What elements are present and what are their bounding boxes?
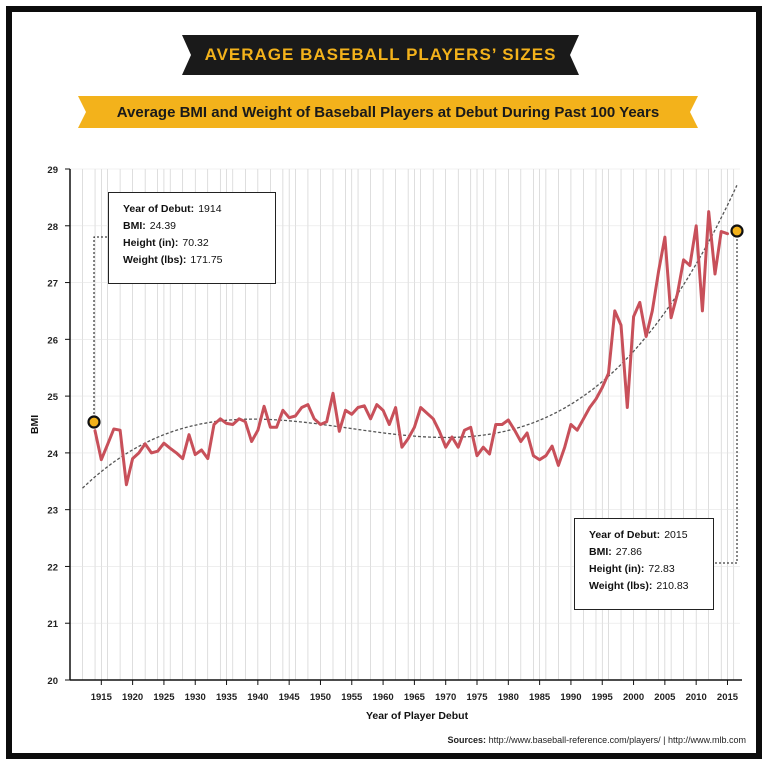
sources-note: Sources: http://www.baseball-reference.c… xyxy=(448,735,746,745)
x-axis-title: Year of Player Debut xyxy=(366,710,469,722)
callout-label: Height (in): xyxy=(589,563,645,575)
x-tick-label: 1960 xyxy=(373,692,394,703)
x-tick-label: 1945 xyxy=(279,692,301,703)
y-tick-label: 27 xyxy=(47,279,58,290)
x-tick-label: 1920 xyxy=(122,692,143,703)
subtitle-banner: Average BMI and Weight of Baseball Playe… xyxy=(78,96,698,128)
x-tick-label: 1935 xyxy=(216,692,238,703)
main-title: AVERAGE BASEBALL PLAYERS’ SIZES xyxy=(204,45,557,64)
y-tick-label: 20 xyxy=(47,676,58,687)
callout-2015-year-row: Year of Debut: 2015 xyxy=(589,527,699,544)
y-tick-label: 26 xyxy=(47,335,58,346)
x-tick-label: 1955 xyxy=(341,692,363,703)
x-tick-label: 2005 xyxy=(654,692,676,703)
x-tick-label: 2000 xyxy=(623,692,644,703)
chart-frame xyxy=(6,6,762,759)
callout-1914-weight-row: Weight (lbs): 171.75 xyxy=(123,252,261,269)
x-tick-label: 1970 xyxy=(435,692,456,703)
callout-value: 171.75 xyxy=(190,254,223,266)
callout-value: 70.32 xyxy=(182,237,209,249)
x-tick-label: 2010 xyxy=(686,692,707,703)
y-tick-label: 29 xyxy=(47,165,58,176)
callout-value: 24.39 xyxy=(149,220,177,232)
callout-label: BMI: xyxy=(123,220,146,232)
callout-2015-height-row: Height (in): 72.83 xyxy=(589,561,699,578)
callout-2015-bmi-row: BMI: 27.86 xyxy=(589,544,699,561)
subtitle: Average BMI and Weight of Baseball Playe… xyxy=(116,103,660,121)
x-tick-label: 1990 xyxy=(560,692,581,703)
y-tick-label: 21 xyxy=(47,619,58,630)
y-tick-label: 24 xyxy=(47,449,58,460)
callout-1914-leader xyxy=(93,236,108,422)
callout-1914: Year of Debut: 1914 BMI: 24.39 Height (in)… xyxy=(108,192,276,284)
callout-value: 2015 xyxy=(664,529,688,541)
callout-2015: Year of Debut: 2015 BMI: 27.86 Height (in)… xyxy=(574,518,714,610)
y-tick-label: 22 xyxy=(47,562,58,573)
bmi-series-line xyxy=(93,210,729,487)
callout-1914-height-row: Height (in): 70.32 xyxy=(123,235,261,252)
callout-value: 1914 xyxy=(198,203,222,215)
callout-label: BMI: xyxy=(589,546,612,558)
y-axis-title: BMI xyxy=(29,415,41,434)
callout-1914-year-row: Year of Debut: 1914 xyxy=(123,201,261,218)
callout-label: Weight (lbs): xyxy=(589,580,653,592)
x-tick-label: 1925 xyxy=(153,692,175,703)
x-tick-label: 2015 xyxy=(717,692,739,703)
sources-label: Sources: xyxy=(447,735,487,745)
callout-value: 210.83 xyxy=(656,580,689,592)
x-tick-label: 1930 xyxy=(185,692,206,703)
callout-2015-weight-row: Weight (lbs): 210.83 xyxy=(589,578,699,595)
callout-label: Height (in): xyxy=(123,237,179,249)
callout-label: Weight (lbs): xyxy=(123,254,187,266)
callout-label: Year of Debut: xyxy=(589,529,661,541)
callout-value: 27.86 xyxy=(615,546,643,558)
x-tick-label: 1950 xyxy=(310,692,331,703)
x-tick-label: 1975 xyxy=(466,692,488,703)
callout-1914-bmi-row: BMI: 24.39 xyxy=(123,218,261,235)
marker-1914 xyxy=(87,415,101,429)
subtitle-banner-shape xyxy=(78,96,698,128)
callout-value: 72.83 xyxy=(648,563,675,575)
x-tick-label: 1940 xyxy=(247,692,268,703)
main-title-banner: AVERAGE BASEBALL PLAYERS’ SIZES xyxy=(182,35,579,75)
y-tick-label: 23 xyxy=(47,506,58,517)
x-tick-label: 1995 xyxy=(592,692,614,703)
y-tick-label: 28 xyxy=(47,222,58,233)
x-tick-label: 1965 xyxy=(404,692,426,703)
callout-2015-leader xyxy=(714,231,738,564)
x-tick-label: 1915 xyxy=(91,692,113,703)
callout-label: Year of Debut: xyxy=(123,203,195,215)
sources-text: http://www.baseball-reference.com/player… xyxy=(488,735,746,745)
x-tick-label: 1985 xyxy=(529,692,551,703)
marker-2015 xyxy=(730,224,744,238)
main-title-banner-shape xyxy=(182,35,579,75)
y-tick-label: 25 xyxy=(47,392,58,403)
x-tick-label: 1980 xyxy=(498,692,519,703)
